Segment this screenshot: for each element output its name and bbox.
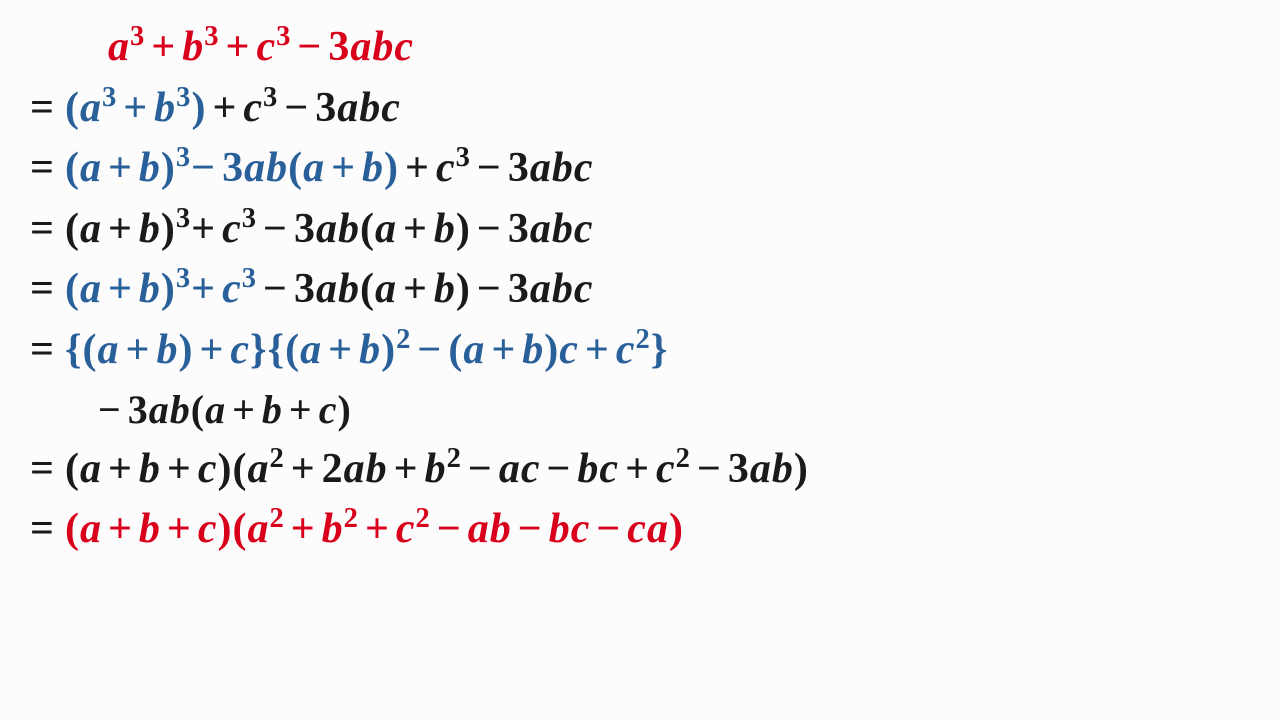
expression-result: (a+b+c)(a2+b2+c2−ab−bc−ca): [65, 502, 684, 557]
equation-line-2: = (a+b)3−3ab(a+b)+c3−3abc: [30, 141, 1260, 196]
expression-original: a3+b3+c3−3abc: [108, 20, 414, 75]
expr-group-blue: (a+b)3−3ab(a+b): [65, 141, 399, 196]
math-derivation: a3+b3+c3−3abc = (a3+b3)+c3−3abc = (a+b)3…: [30, 20, 1260, 557]
equation-line-1: = (a3+b3)+c3−3abc: [30, 81, 1260, 136]
equals-sign: =: [30, 442, 65, 497]
equals-sign: =: [30, 202, 65, 257]
equation-line-6: = (a+b+c)(a2+2ab+b2−ac−bc+c2−3ab): [30, 442, 1260, 497]
equals-sign: =: [30, 81, 65, 136]
expr-rest: −3ab(a+b)−3abc: [257, 262, 593, 317]
equation-line-7: = (a+b+c)(a2+b2+c2−ab−bc−ca): [30, 502, 1260, 557]
expr-full: (a+b)3+c3−3ab(a+b)−3abc: [65, 202, 594, 257]
expr-group-blue: (a+b)3+c3: [65, 262, 257, 317]
equation-line-4: = (a+b)3+c3−3ab(a+b)−3abc: [30, 262, 1260, 317]
expr-rest: +c3−3abc: [399, 141, 593, 196]
expr-full: (a+b+c)(a2+2ab+b2−ac−bc+c2−3ab): [65, 442, 809, 497]
equals-sign: =: [30, 502, 65, 557]
expr-rest: +c3−3abc: [206, 81, 400, 136]
equation-line-0: a3+b3+c3−3abc: [30, 20, 1260, 75]
equals-sign: =: [30, 141, 65, 196]
equation-line-5: = {(a+b)+c}{(a+b)2−(a+b)c+c2}: [30, 323, 1260, 378]
expr-group-blue: (a3+b3): [65, 81, 207, 136]
equation-line-5-continued: −3ab(a+b+c): [30, 384, 1260, 436]
equals-sign: =: [30, 262, 65, 317]
expr-continued: −3ab(a+b+c): [98, 384, 352, 436]
equals-sign: =: [30, 323, 65, 378]
equation-line-3: = (a+b)3+c3−3ab(a+b)−3abc: [30, 202, 1260, 257]
expr-group-blue: {(a+b)+c}{(a+b)2−(a+b)c+c2}: [65, 323, 668, 378]
